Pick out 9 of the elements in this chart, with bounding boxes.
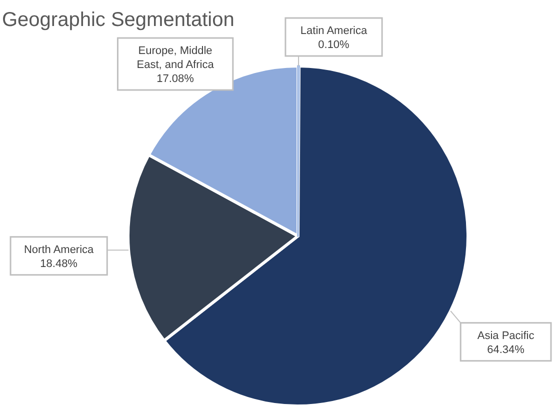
slice-label: Asia Pacific bbox=[477, 330, 535, 342]
slice-label: Latin America bbox=[300, 25, 368, 37]
data-label: 64.34% bbox=[487, 344, 525, 356]
data-label: 18.48% bbox=[40, 258, 78, 270]
chart-title: Geographic Segmentation bbox=[2, 9, 234, 31]
slice-label: North America bbox=[24, 244, 95, 256]
data-label: 0.10% bbox=[318, 39, 350, 51]
data-label: 17.08% bbox=[156, 73, 194, 85]
slice-label: Europe, Middle East, and Africa bbox=[136, 45, 215, 71]
